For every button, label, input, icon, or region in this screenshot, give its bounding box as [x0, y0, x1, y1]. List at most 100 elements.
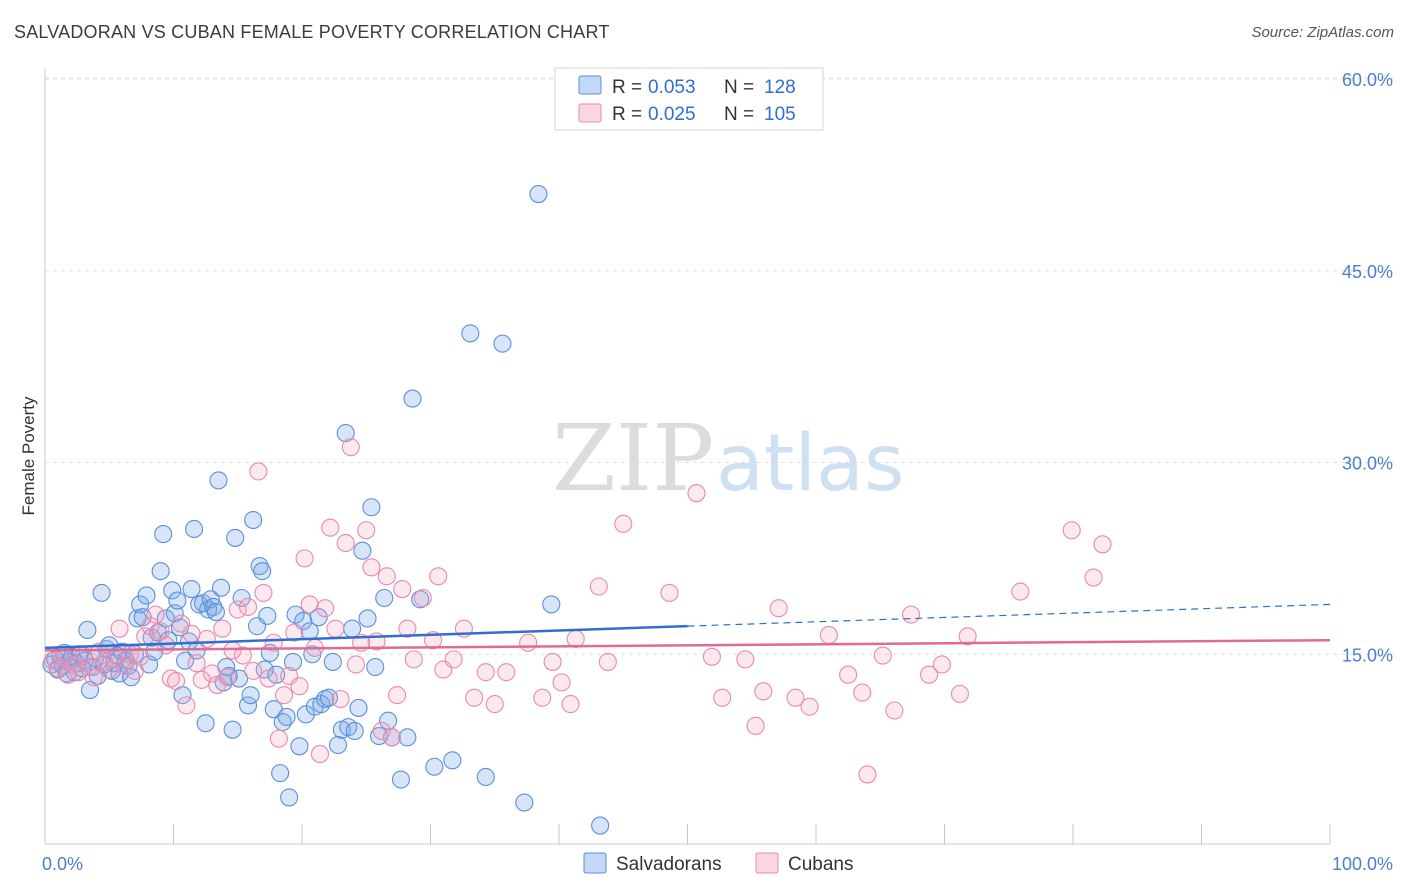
salvadoran-point-119 — [461, 324, 480, 343]
cuban-point-57 — [336, 533, 355, 553]
salvadoran-point-59 — [204, 597, 223, 617]
axes — [44, 68, 1331, 845]
cuban-point-65 — [377, 567, 396, 586]
legend-swatch-salvadorans — [578, 75, 602, 95]
salvadoran-point-120 — [476, 767, 495, 787]
legend-r-value-1: 0.025 — [648, 104, 696, 125]
cuban-point-22 — [156, 636, 175, 655]
cuban-trend-line — [44, 638, 1331, 652]
salvadoran-point-60 — [206, 603, 225, 622]
cuban-point-62 — [362, 558, 381, 577]
cuban-point-83 — [543, 652, 562, 671]
cuban-point-45 — [274, 686, 294, 705]
chart-title: SALVADORAN VS CUBAN FEMALE POVERTY CORRE… — [14, 22, 610, 42]
salvadoran-point-35 — [137, 586, 156, 605]
salvadoran-point-113 — [391, 770, 410, 789]
cuban-point-52 — [310, 744, 330, 764]
cuban-point-32 — [208, 675, 227, 694]
salvadoran-trend-line — [44, 624, 688, 650]
cuban-point-33 — [213, 619, 232, 638]
cuban-point-110 — [1011, 582, 1030, 601]
cuban-point-81 — [519, 633, 538, 652]
cuban-point-58 — [341, 438, 360, 457]
data-points — [42, 185, 1112, 835]
cuban-point-114 — [858, 765, 877, 784]
cuban-point-44 — [269, 729, 288, 748]
salvadoran-point-121 — [493, 334, 512, 353]
salvadoran-point-83 — [277, 707, 296, 726]
cuban-point-43 — [264, 633, 283, 652]
tick-labels: 15.0% 30.0% 45.0% 60.0% 0.0% 100.0% — [42, 70, 1393, 874]
cuban-point-42 — [259, 669, 278, 688]
cuban-point-68 — [393, 580, 412, 599]
cuban-point-87 — [589, 577, 608, 596]
legend-n-label-1: N = — [724, 104, 754, 125]
y-tick-label-2: 45.0% — [1342, 262, 1393, 282]
salvadoran-point-81 — [271, 764, 290, 783]
cuban-point-86 — [566, 629, 585, 648]
salvadoran-point-87 — [290, 737, 309, 756]
cuban-point-109 — [958, 627, 977, 646]
cuban-point-113 — [1093, 535, 1112, 554]
salvadoran-point-122 — [515, 793, 534, 812]
trend-lines — [44, 603, 1331, 652]
cuban-point-24 — [167, 672, 186, 691]
legend-r-value-0: 0.053 — [648, 77, 696, 98]
cuban-point-78 — [476, 663, 495, 682]
cuban-point-99 — [800, 697, 819, 716]
salvadoran-point-104 — [349, 698, 368, 717]
salvadoran-point-56 — [196, 714, 215, 733]
cuban-point-17 — [131, 647, 150, 666]
series-legend-label-salvadorans: Salvadorans — [616, 854, 722, 875]
cuban-point-89 — [614, 514, 633, 533]
cuban-point-84 — [552, 673, 571, 692]
cuban-point-77 — [465, 688, 484, 707]
salvadoran-point-124 — [542, 595, 561, 614]
y-tick-label-3: 60.0% — [1342, 70, 1393, 90]
legend-r-label-0: R = — [612, 77, 642, 98]
grid-lines — [45, 77, 1393, 655]
cuban-point-64 — [372, 721, 391, 741]
legend-n-value-0: 128 — [764, 77, 796, 98]
cuban-point-80 — [497, 663, 516, 682]
cuban-point-47 — [285, 623, 304, 642]
series-legend-swatch-cubans — [755, 852, 779, 874]
cuban-point-23 — [161, 669, 180, 688]
series-legend: Salvadorans Cubans — [583, 852, 854, 875]
salvadoran-point-49 — [176, 651, 195, 670]
watermark-atlas: atlas — [716, 419, 905, 509]
cuban-point-30 — [197, 629, 216, 648]
salvadoran-point-106 — [358, 609, 377, 628]
cuban-point-101 — [839, 665, 858, 684]
cuban-point-40 — [249, 462, 268, 481]
cuban-point-95 — [746, 716, 765, 735]
cuban-point-79 — [485, 695, 504, 714]
cuban-point-112 — [1084, 568, 1103, 587]
cuban-point-90 — [660, 583, 679, 602]
cuban-point-73 — [429, 567, 448, 586]
salvadoran-point-118 — [443, 751, 462, 770]
salvadoran-point-72 — [244, 510, 263, 530]
cuban-point-56 — [331, 689, 350, 709]
cuban-point-108 — [950, 684, 969, 703]
cuban-point-94 — [736, 650, 755, 669]
correlation-legend: R = 0.053 N = 128 R = 0.025 N = 105 — [554, 67, 824, 131]
cuban-point-70 — [404, 650, 423, 669]
cuban-point-49 — [295, 549, 314, 568]
salvadoran-point-115 — [403, 389, 422, 408]
cuban-point-100 — [819, 626, 838, 645]
salvadoran-point-66 — [223, 720, 242, 739]
cuban-point-107 — [932, 655, 951, 674]
cuban-point-38 — [238, 597, 258, 617]
cuban-point-3 — [59, 665, 78, 684]
salvadoran-point-114 — [398, 728, 417, 747]
salvadoran-point-68 — [229, 669, 249, 688]
cuban-point-50 — [300, 595, 319, 614]
cuban-point-20 — [146, 605, 165, 624]
source-credit: Source: ZipAtlas.com — [1251, 24, 1394, 41]
y-tick-label-1: 30.0% — [1342, 454, 1393, 474]
cuban-point-59 — [346, 655, 366, 674]
cuban-point-66 — [382, 728, 402, 747]
legend-n-label-0: N = — [724, 77, 754, 98]
salvadoran-point-51 — [182, 580, 201, 599]
